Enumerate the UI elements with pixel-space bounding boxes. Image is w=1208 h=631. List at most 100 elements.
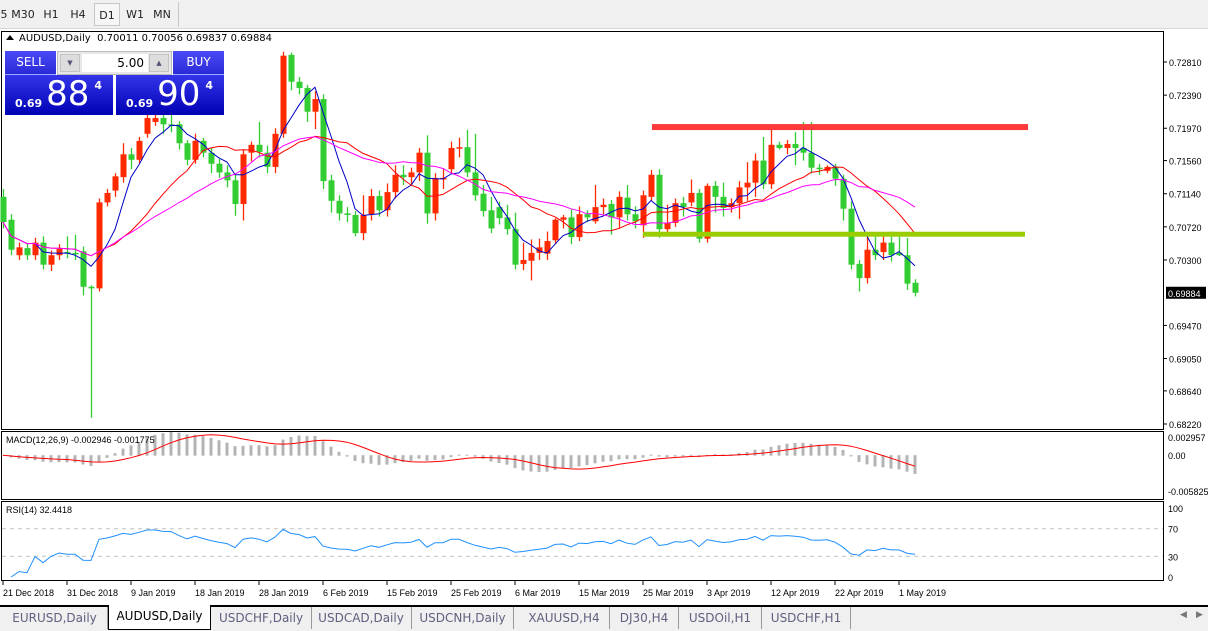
scroll-left-icon[interactable]: ◀ xyxy=(1180,610,1187,620)
macd-tick-label: 0.002957 xyxy=(1168,433,1206,443)
chart-tabs: ◀ ▶ EURUSD,Daily AUDUSD,Daily USDCHF,Daily… xyxy=(0,605,1208,631)
sell-button[interactable]: SELL xyxy=(5,51,56,75)
tab-usdcad-daily[interactable]: USDCAD,Daily xyxy=(311,607,412,629)
price-tick-label: 0.69470 xyxy=(1169,321,1202,331)
macd-histogram-bar xyxy=(137,441,141,456)
bullish-candle xyxy=(408,172,415,178)
macd-histogram-bar xyxy=(505,455,509,465)
macd-histogram-bar xyxy=(809,443,813,456)
decrease-lot-button[interactable]: ▼ xyxy=(60,54,80,72)
bearish-candle xyxy=(328,180,335,201)
macd-histogram-bar xyxy=(721,454,725,456)
buy-button[interactable]: BUY xyxy=(173,51,224,75)
macd-histogram-bar xyxy=(225,442,229,456)
macd-histogram-bar xyxy=(337,451,341,456)
buy-price-box[interactable]: 0.69 90 4 xyxy=(116,75,224,115)
macd-histogram-bar xyxy=(857,455,861,462)
bullish-candle xyxy=(616,196,623,218)
macd-histogram-bar xyxy=(625,455,629,460)
price-tick-label: 0.71970 xyxy=(1169,124,1202,134)
bearish-candle xyxy=(200,140,207,153)
macd-histogram-bar xyxy=(753,449,757,456)
bullish-candle xyxy=(688,192,695,203)
sell-price-pips: 88 xyxy=(46,75,90,114)
sell-price-box[interactable]: 0.69 88 4 xyxy=(5,75,113,115)
macd-histogram-bar xyxy=(833,446,837,456)
timeframe-w1[interactable]: W1 xyxy=(126,8,144,21)
date-label: 3 Apr 2019 xyxy=(707,588,751,598)
bearish-candle xyxy=(816,167,823,170)
bearish-candle xyxy=(904,255,911,284)
tab-usdoil-h1[interactable]: USDOil,H1 xyxy=(679,607,762,629)
macd-histogram-bar xyxy=(577,455,581,467)
macd-histogram-bar xyxy=(65,455,69,463)
timeframe-5[interactable]: 5 xyxy=(0,8,8,21)
tab-usdcnh-daily[interactable]: USDCNH,Daily xyxy=(412,607,514,629)
macd-histogram-bar xyxy=(57,455,61,463)
macd-histogram-bar xyxy=(521,455,525,471)
timeframe-m30[interactable]: M30 xyxy=(11,8,35,21)
bullish-candle xyxy=(136,140,143,160)
bearish-candle xyxy=(40,242,47,265)
timeframe-h1[interactable]: H1 xyxy=(43,8,59,21)
macd-histogram-bar xyxy=(121,448,125,456)
chart-area[interactable]: 0.72810 0.72390 0.71970 0.71560 0.71140 0.707… xyxy=(0,29,1208,605)
scroll-right-icon[interactable]: ▶ xyxy=(1196,610,1203,620)
timeframe-d1[interactable]: D1 xyxy=(94,3,120,26)
macd-histogram-bar xyxy=(913,455,917,474)
bearish-candle xyxy=(88,286,95,289)
current-price-label: 0.69884 xyxy=(1168,289,1201,299)
bullish-candle xyxy=(104,192,111,203)
main-panel-frame xyxy=(1,31,1164,430)
bullish-candle xyxy=(552,219,559,241)
timeframe-mn[interactable]: MN xyxy=(153,8,171,21)
increase-lot-button[interactable]: ▲ xyxy=(149,54,169,72)
bullish-candle xyxy=(112,176,119,191)
resistance-line xyxy=(652,124,1028,131)
bearish-candle xyxy=(776,144,783,148)
lot-size-input[interactable]: 5.00 xyxy=(82,54,148,72)
macd-histogram-bar xyxy=(377,455,381,465)
buy-price-prefix: 0.69 xyxy=(126,97,154,110)
tab-audusd-daily[interactable]: AUDUSD,Daily xyxy=(108,605,211,630)
tab-dj30-h4[interactable]: DJ30,H4 xyxy=(610,607,679,629)
bullish-candle xyxy=(384,192,391,211)
macd-histogram-bar xyxy=(553,455,557,470)
rsi-line xyxy=(10,528,916,578)
bearish-candle xyxy=(856,263,863,279)
date-label: 1 May 2019 xyxy=(899,588,946,598)
macd-histogram-bar xyxy=(161,433,165,456)
ohlc-header: 0.70011 0.70056 0.69837 0.69884 xyxy=(97,33,273,44)
bearish-candle xyxy=(656,174,663,230)
bullish-candle xyxy=(360,215,367,234)
macd-histogram-bar xyxy=(657,455,661,457)
bearish-candle xyxy=(800,147,807,153)
bearish-candle xyxy=(376,196,383,211)
bullish-candle xyxy=(544,241,551,254)
rsi-tick-label: 0 xyxy=(1168,573,1173,583)
tab-usdchf-daily[interactable]: USDCHF,Daily xyxy=(211,607,312,629)
symbol-label: AUDUSD,Daily xyxy=(19,33,91,44)
bearish-candle xyxy=(760,160,767,185)
buy-price-row: 0.69 90 4 xyxy=(126,75,213,115)
bearish-candle xyxy=(496,207,503,219)
moving-average-mid-line xyxy=(2,135,916,257)
macd-histogram-bar xyxy=(233,446,237,456)
date-label: 9 Jan 2019 xyxy=(131,588,176,598)
macd-histogram-bar xyxy=(273,445,277,456)
macd-histogram-bar xyxy=(465,454,469,456)
timeframe-h4[interactable]: H4 xyxy=(70,8,86,21)
bullish-candle xyxy=(248,144,255,153)
macd-histogram-bar xyxy=(369,455,373,464)
macd-histogram-bar xyxy=(681,455,685,457)
tab-eurusd-daily[interactable]: EURUSD,Daily xyxy=(2,607,108,629)
collapse-triangle-icon[interactable] xyxy=(6,35,14,40)
macd-histogram-bar xyxy=(769,446,773,456)
bullish-candle xyxy=(456,147,463,149)
buy-price-fraction: 4 xyxy=(205,79,214,92)
bearish-candle xyxy=(624,197,631,215)
tab-xauusd-h4[interactable]: XAUUSD,H4 xyxy=(519,607,610,629)
bearish-candle xyxy=(256,144,263,152)
macd-histogram-bar xyxy=(97,455,101,462)
tab-usdchf-h1[interactable]: USDCHF,H1 xyxy=(762,607,851,629)
